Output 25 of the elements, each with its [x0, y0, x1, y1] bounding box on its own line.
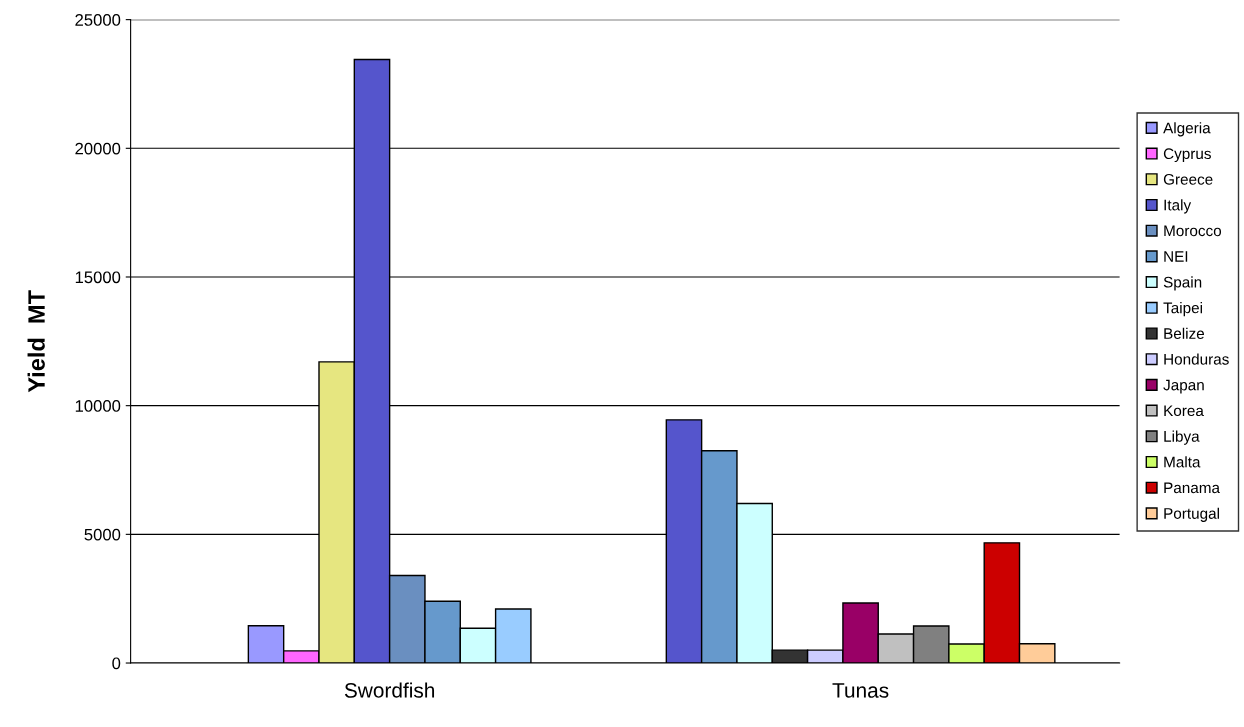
- x-tick-label: Tunas: [832, 683, 889, 698]
- legend-label: Spain: [1163, 276, 1202, 291]
- y-tick-label: 0: [112, 657, 121, 670]
- legend-label: Japan: [1163, 379, 1204, 394]
- legend-label: Korea: [1164, 405, 1204, 417]
- legend-label: Libya: [1164, 430, 1200, 445]
- legend-label: Malta: [1164, 456, 1201, 468]
- legend-label: Honduras: [1164, 353, 1229, 365]
- x-tick-label: Swordfish: [344, 682, 435, 698]
- legend-label: Greece: [1163, 173, 1213, 185]
- legend-label: Panama: [1164, 482, 1220, 494]
- legend-label: Cyprus: [1163, 148, 1211, 163]
- legend-label: Algeria: [1163, 122, 1211, 137]
- y-tick-label: 5000: [84, 528, 121, 541]
- legend-label: Morocco: [1164, 225, 1222, 237]
- legend-label: Portugal: [1164, 507, 1219, 522]
- y-axis-title: Yield MT: [27, 290, 45, 393]
- legend-label: NEI: [1164, 251, 1188, 262]
- y-tick-label: 20000: [75, 142, 121, 155]
- y-tick-label: 15000: [75, 271, 121, 284]
- y-tick-label: 25000: [75, 14, 121, 26]
- legend-label: Italy: [1164, 199, 1192, 214]
- legend-label: Belize: [1164, 327, 1205, 339]
- y-tick-label: 10000: [75, 400, 121, 412]
- legend-label: Taipei: [1163, 302, 1202, 317]
